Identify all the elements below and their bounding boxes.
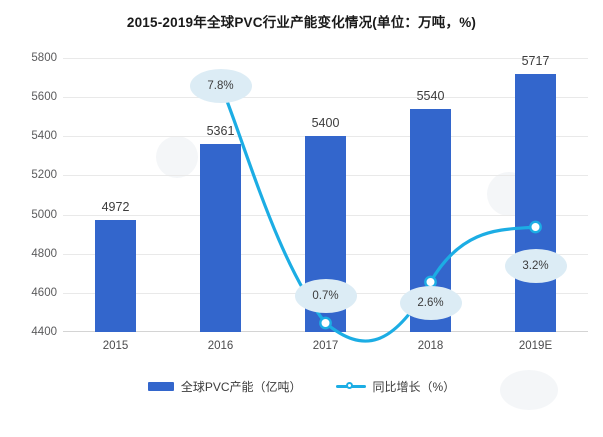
- bar-2016[interactable]: [200, 143, 241, 332]
- legend-label-capacity: 全球PVC产能（亿吨）: [180, 380, 302, 394]
- growth-label-2018: 2.6%: [399, 286, 462, 320]
- y-tick-label: 5400: [31, 130, 57, 143]
- growth-line: [218, 82, 538, 343]
- bar-2015[interactable]: [95, 220, 136, 332]
- line-marker-2017: [319, 316, 332, 330]
- bar-swatch-icon: [147, 382, 174, 391]
- y-tick-label: 5000: [31, 208, 57, 221]
- y-tick-label: 5200: [31, 169, 57, 182]
- y-axis-labels: 5800 5600 5400 5200 5000 4800 4600 4400: [0, 52, 603, 338]
- watermark-decoration: [156, 136, 198, 178]
- bar-value-2019e: 5717: [521, 54, 550, 69]
- legend-item-capacity[interactable]: 全球PVC产能（亿吨）: [147, 378, 302, 395]
- y-tick-label: 4800: [31, 247, 57, 260]
- x-axis-labels: 2015 2016 2017 2018 2019E: [63, 340, 588, 360]
- y-tick-label: 4600: [31, 286, 57, 299]
- plot-area: 4972 5361 5400 5540 5717 7.8% 0.7% 2.6% …: [63, 54, 588, 343]
- bar-2019e[interactable]: [515, 74, 556, 332]
- chart-legend: 全球PVC产能（亿吨） 同比增长（%）: [0, 378, 603, 395]
- x-tick-label-2019e: 2019E: [518, 340, 553, 352]
- gridline: [63, 58, 588, 59]
- bar-value-2018: 5540: [416, 88, 445, 103]
- growth-label-2017: 0.7%: [294, 279, 357, 313]
- bar-value-2015: 4972: [101, 200, 130, 214]
- legend-item-growth[interactable]: 同比增长（%）: [335, 378, 456, 395]
- line-marker-swatch-icon: [335, 381, 366, 392]
- x-tick-label-2015: 2015: [102, 340, 129, 352]
- line-marker-2019e: [529, 220, 542, 234]
- y-tick-label: 5800: [31, 52, 57, 64]
- growth-label-2016: 7.8%: [189, 69, 252, 103]
- gridline: [63, 97, 588, 99]
- growth-label-2019e: 3.2%: [504, 249, 567, 283]
- watermark-decoration: [500, 370, 558, 410]
- x-tick-label-2018: 2018: [417, 340, 444, 352]
- bar-value-2017: 5400: [311, 116, 340, 131]
- y-tick-label: 5600: [31, 91, 57, 104]
- y-tick-label: 4400: [31, 326, 57, 338]
- x-tick-label-2017: 2017: [312, 340, 339, 352]
- x-tick-label-2016: 2016: [207, 340, 234, 352]
- legend-label-growth: 同比增长（%）: [372, 380, 456, 394]
- chart-title: 2015-2019年全球PVC行业产能变化情况(单位：万吨，%): [126, 15, 477, 30]
- bar-value-2016: 5361: [206, 123, 235, 138]
